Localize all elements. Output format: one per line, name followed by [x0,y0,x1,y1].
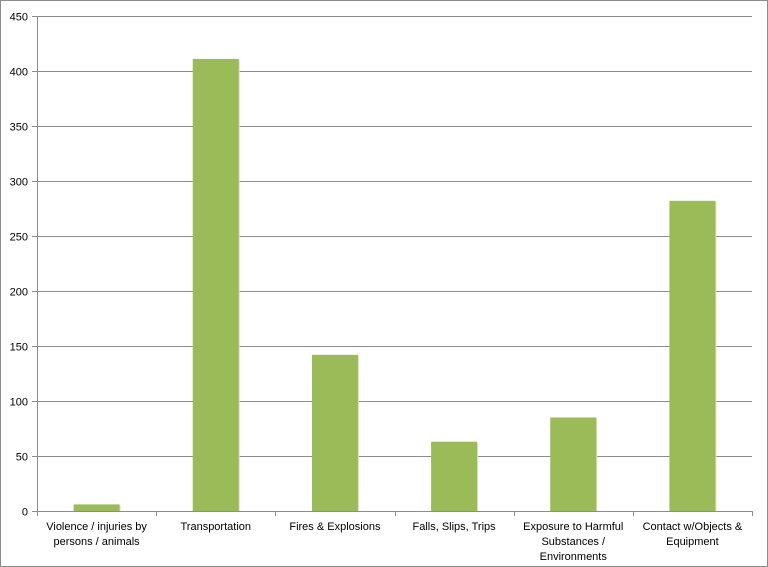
y-tick-label: 350 [10,122,28,134]
x-category-label: Equipment [666,536,719,548]
y-tick-label: 50 [16,452,28,464]
y-tick-label: 250 [10,232,28,244]
bar [192,58,239,512]
y-tick-label: 400 [10,67,28,79]
y-tick-label: 450 [10,12,28,24]
bar [73,504,120,511]
x-category-label: Fires & Explosions [289,521,381,533]
bar [669,200,716,512]
x-category-label: Substances / [541,536,606,548]
bar [550,417,597,511]
x-category-label: Violence / injuries by [46,521,147,533]
y-tick-label: 0 [22,507,28,519]
x-category-label: Falls, Slips, Trips [413,521,497,533]
y-tick-label: 150 [10,342,28,354]
y-tick-label: 300 [10,177,28,189]
y-tick-label: 200 [10,287,28,299]
x-category-label: Transportation [180,521,251,533]
x-category-label: Exposure to Harmful [523,521,623,533]
bar [311,354,358,511]
bar [431,441,478,511]
x-category-label: Contact w/Objects & [643,521,743,533]
x-category-label: Environments [540,551,608,563]
x-category-label: persons / animals [53,536,140,548]
y-tick-label: 100 [10,397,28,409]
